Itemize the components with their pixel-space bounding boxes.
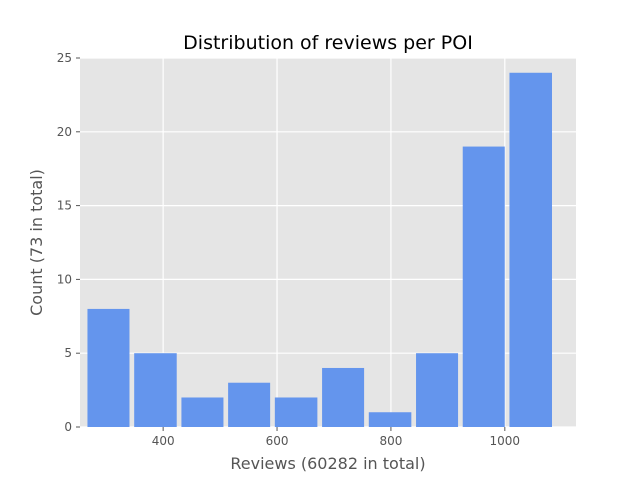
- y-tick-label: 20: [57, 125, 72, 139]
- histogram-bar: [462, 146, 505, 427]
- y-tick-label: 0: [64, 420, 72, 434]
- histogram-bar: [368, 412, 412, 427]
- histogram-bar: [181, 397, 224, 427]
- x-tick-label: 1000: [490, 434, 521, 448]
- x-axis-ticks: 400 600 800 1000: [152, 427, 520, 448]
- histogram-bar: [509, 72, 552, 427]
- y-tick-label: 25: [57, 51, 72, 65]
- bars: [87, 72, 552, 427]
- y-axis-label: Count (73 in total): [27, 169, 46, 316]
- y-axis-ticks: 0 5 10 15 20 25: [57, 51, 80, 434]
- histogram-bar: [274, 397, 318, 427]
- histogram-bar: [87, 308, 130, 427]
- x-axis-label: Reviews (60282 in total): [230, 454, 425, 473]
- y-tick-label: 10: [57, 272, 72, 286]
- chart-title: Distribution of reviews per POI: [183, 32, 473, 54]
- histogram-bar: [228, 382, 271, 427]
- histogram-bar: [322, 367, 365, 427]
- histogram-bar: [134, 353, 177, 427]
- y-tick-label: 15: [57, 199, 72, 213]
- histogram-bar: [416, 353, 459, 427]
- x-tick-label: 800: [379, 434, 402, 448]
- x-tick-label: 400: [152, 434, 175, 448]
- y-tick-label: 5: [64, 346, 72, 360]
- x-tick-label: 600: [266, 434, 289, 448]
